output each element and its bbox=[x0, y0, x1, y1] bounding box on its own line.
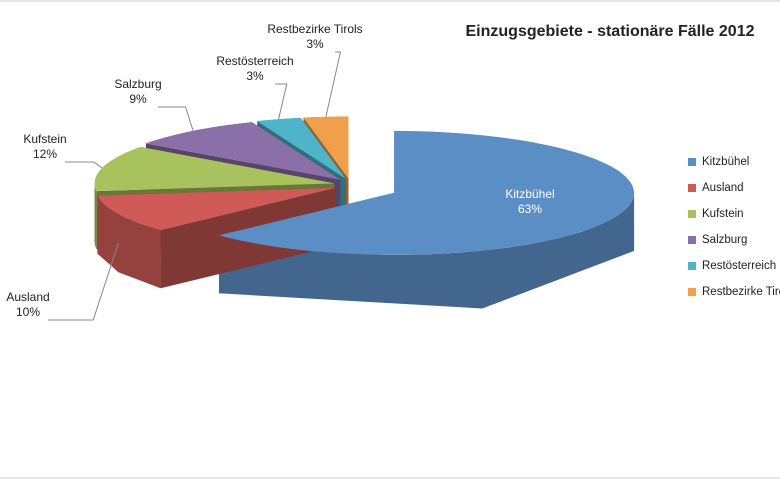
legend-label: Salzburg bbox=[702, 234, 747, 246]
legend-label: Kitzbühel bbox=[702, 156, 749, 168]
slice-top bbox=[219, 130, 634, 255]
data-label-name: Kitzbühel bbox=[505, 187, 554, 201]
legend-label: Restösterreich bbox=[702, 260, 776, 272]
data-label-name: Kufstein bbox=[23, 132, 66, 146]
slice-top bbox=[94, 146, 335, 192]
leader-line bbox=[48, 243, 119, 321]
legend-swatch bbox=[688, 158, 696, 166]
data-label-value: 9% bbox=[129, 92, 147, 106]
slice-wall bbox=[97, 195, 161, 289]
leader-line bbox=[65, 161, 103, 169]
legend-label: Ausland bbox=[702, 182, 744, 194]
leader-line bbox=[158, 106, 194, 131]
legend-label: Restbezirke Tirols bbox=[702, 286, 780, 298]
leader-line bbox=[325, 51, 342, 117]
slice-wall bbox=[219, 192, 635, 309]
slice-top bbox=[303, 116, 349, 179]
slice-wall bbox=[94, 183, 97, 250]
data-label-value: 12% bbox=[33, 147, 57, 161]
data-label-value: 10% bbox=[16, 305, 40, 319]
data-label-name: Restbezirke Tirols bbox=[267, 22, 362, 36]
data-label-value: 3% bbox=[246, 69, 264, 83]
data-label-name: Ausland bbox=[6, 290, 49, 304]
legend-swatch bbox=[688, 288, 696, 296]
data-label-value: 3% bbox=[306, 37, 324, 51]
slice-top bbox=[97, 187, 336, 231]
legend-swatch bbox=[688, 184, 696, 192]
pie-tops bbox=[94, 116, 634, 255]
data-label-name: Salzburg bbox=[114, 77, 161, 91]
leader-line bbox=[275, 83, 288, 120]
legend-swatch bbox=[688, 210, 696, 218]
legend-swatch bbox=[688, 262, 696, 270]
chart-title: Einzugsgebiete - stationäre Fälle 2012 bbox=[466, 23, 755, 40]
legend-label: Kufstein bbox=[702, 208, 744, 220]
legend-swatch bbox=[688, 236, 696, 244]
data-label-value: 63% bbox=[518, 202, 542, 216]
slice-top bbox=[257, 117, 346, 179]
data-label-name: Restösterreich bbox=[216, 54, 293, 68]
slice-top bbox=[146, 122, 341, 180]
